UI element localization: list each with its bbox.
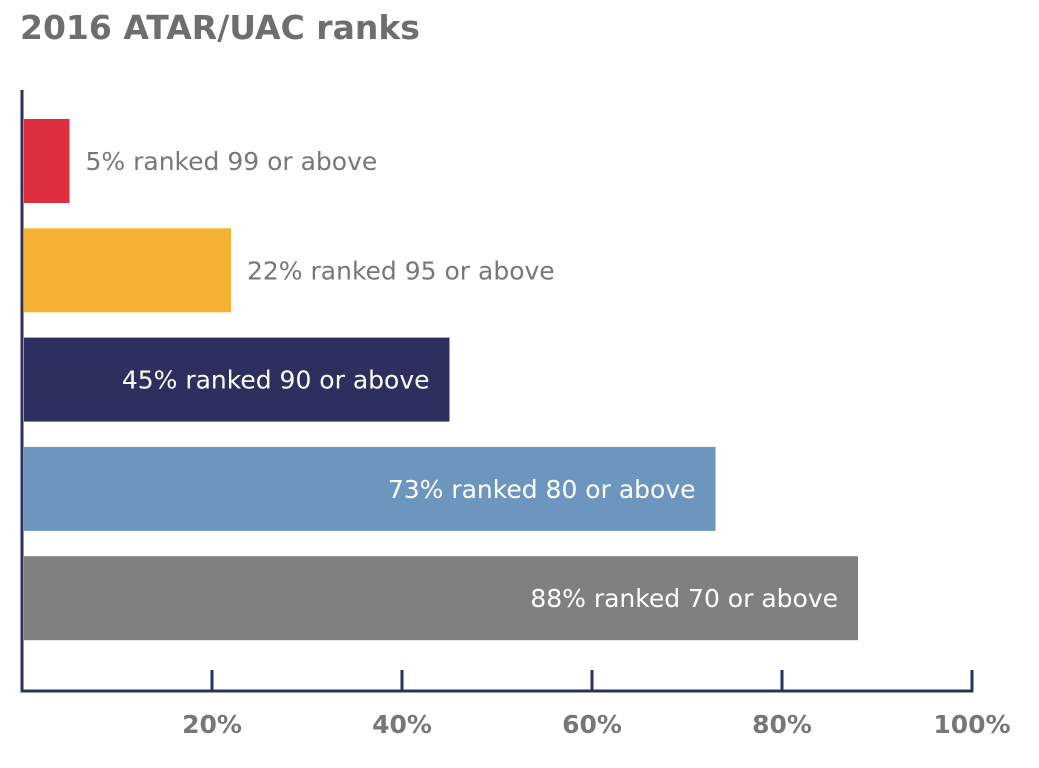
x-tick-label-100: 100% [933,710,1010,739]
bar-3 [24,337,450,422]
bar-label-4: 73% ranked 80 or above [388,475,696,504]
chart-title: 2016 ATAR/UAC ranks [20,8,420,47]
bar-label-3: 45% ranked 90 or above [122,366,430,395]
bar-label-5: 88% ranked 70 or above [530,584,838,613]
bar-4 [24,446,716,531]
bar-2 [24,228,231,313]
bar-1 [24,119,70,203]
bar-5 [24,556,858,641]
x-tick-label-40: 40% [372,710,432,739]
x-tick-label-20: 20% [182,710,242,739]
x-tick-label-60: 60% [562,710,622,739]
bar-label-2: 22% ranked 95 or above [247,256,555,285]
x-tick-label-80: 80% [752,710,812,739]
bar-label-1: 5% ranked 99 or above [86,147,378,176]
